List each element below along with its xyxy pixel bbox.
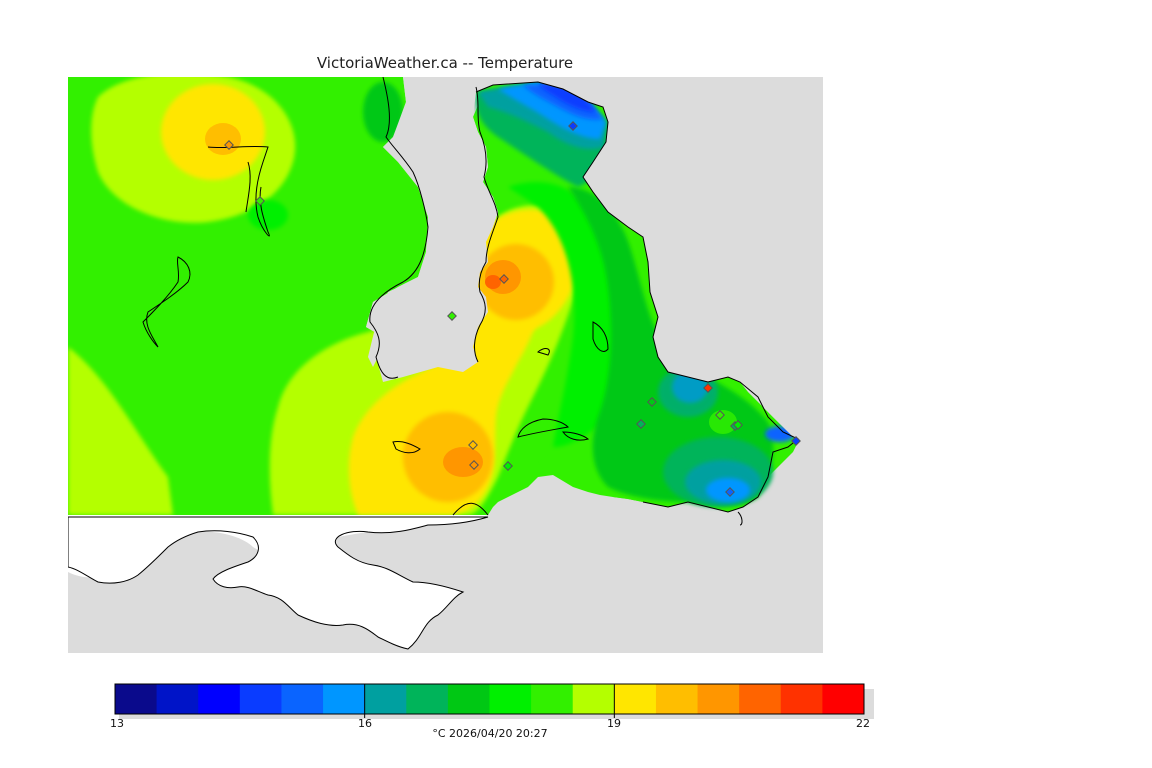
zone-orangered-colwood (485, 275, 501, 289)
station-marker[interactable] (447, 311, 457, 321)
legend-caption: °C 2026/04/20 20:27 (432, 727, 548, 740)
legend-cells (115, 684, 865, 718)
coastlines (142, 77, 799, 526)
legend-cell (281, 684, 324, 714)
legend-cell (198, 684, 241, 714)
zone-orange-south-inner (443, 447, 483, 477)
legend-tick-22: 22 (856, 717, 870, 730)
temperature-map[interactable] (68, 77, 823, 653)
station-marker[interactable] (568, 121, 578, 131)
legend-cell (531, 684, 574, 714)
legend-cell (655, 684, 699, 714)
legend-cell (780, 684, 823, 714)
station-marker[interactable] (703, 383, 713, 393)
legend-cell (239, 684, 282, 714)
station-marker[interactable] (255, 196, 265, 206)
legend-cell (489, 684, 532, 714)
legend-tick-13: 13 (110, 717, 124, 730)
zone-green-ne (363, 82, 403, 142)
zone-darkblue-north (538, 83, 596, 112)
legend-cell (822, 684, 865, 714)
zone-orange-nw (205, 123, 241, 155)
legend-tick-19: 19 (607, 717, 621, 730)
station-marker[interactable] (636, 419, 646, 429)
station-marker[interactable] (469, 460, 479, 470)
legend-cell (156, 684, 199, 714)
strait-south (68, 515, 823, 653)
station-marker[interactable] (715, 410, 725, 420)
station-marker[interactable] (499, 274, 509, 284)
landmass-south (68, 516, 489, 650)
station-marker[interactable] (224, 140, 234, 150)
zone-blue-north (523, 85, 603, 120)
station-markers[interactable] (224, 121, 801, 497)
station-marker[interactable] (725, 487, 735, 497)
station-marker[interactable] (647, 397, 657, 407)
zone-green-uvic (709, 410, 737, 434)
north-ocean-east (476, 77, 608, 122)
legend-cell (572, 684, 615, 714)
temperature-field (68, 77, 823, 653)
station-marker[interactable] (468, 440, 478, 450)
legend-tick-16: 16 (358, 717, 372, 730)
legend-cell (364, 684, 407, 714)
legend-cell (406, 684, 449, 714)
east-ocean (583, 77, 823, 515)
legend-frame (114, 683, 865, 715)
zone-lightblue-north (498, 82, 606, 139)
map-title: VictoriaWeather.ca -- Temperature (316, 54, 574, 72)
legend-cell (447, 684, 490, 714)
zone-green-nw-lake (248, 200, 288, 230)
legend-cell (739, 684, 782, 714)
zone-yellowgreen-west (68, 347, 173, 515)
legend-shadow (119, 689, 874, 719)
station-marker[interactable] (733, 420, 743, 430)
legend-cell (697, 684, 740, 714)
inlet-sooke-basin (368, 271, 474, 367)
station-marker[interactable] (503, 461, 513, 471)
legend-cell (323, 684, 366, 714)
legend-cell (614, 684, 657, 714)
legend-cell (115, 684, 158, 714)
station-marker[interactable] (791, 436, 801, 446)
